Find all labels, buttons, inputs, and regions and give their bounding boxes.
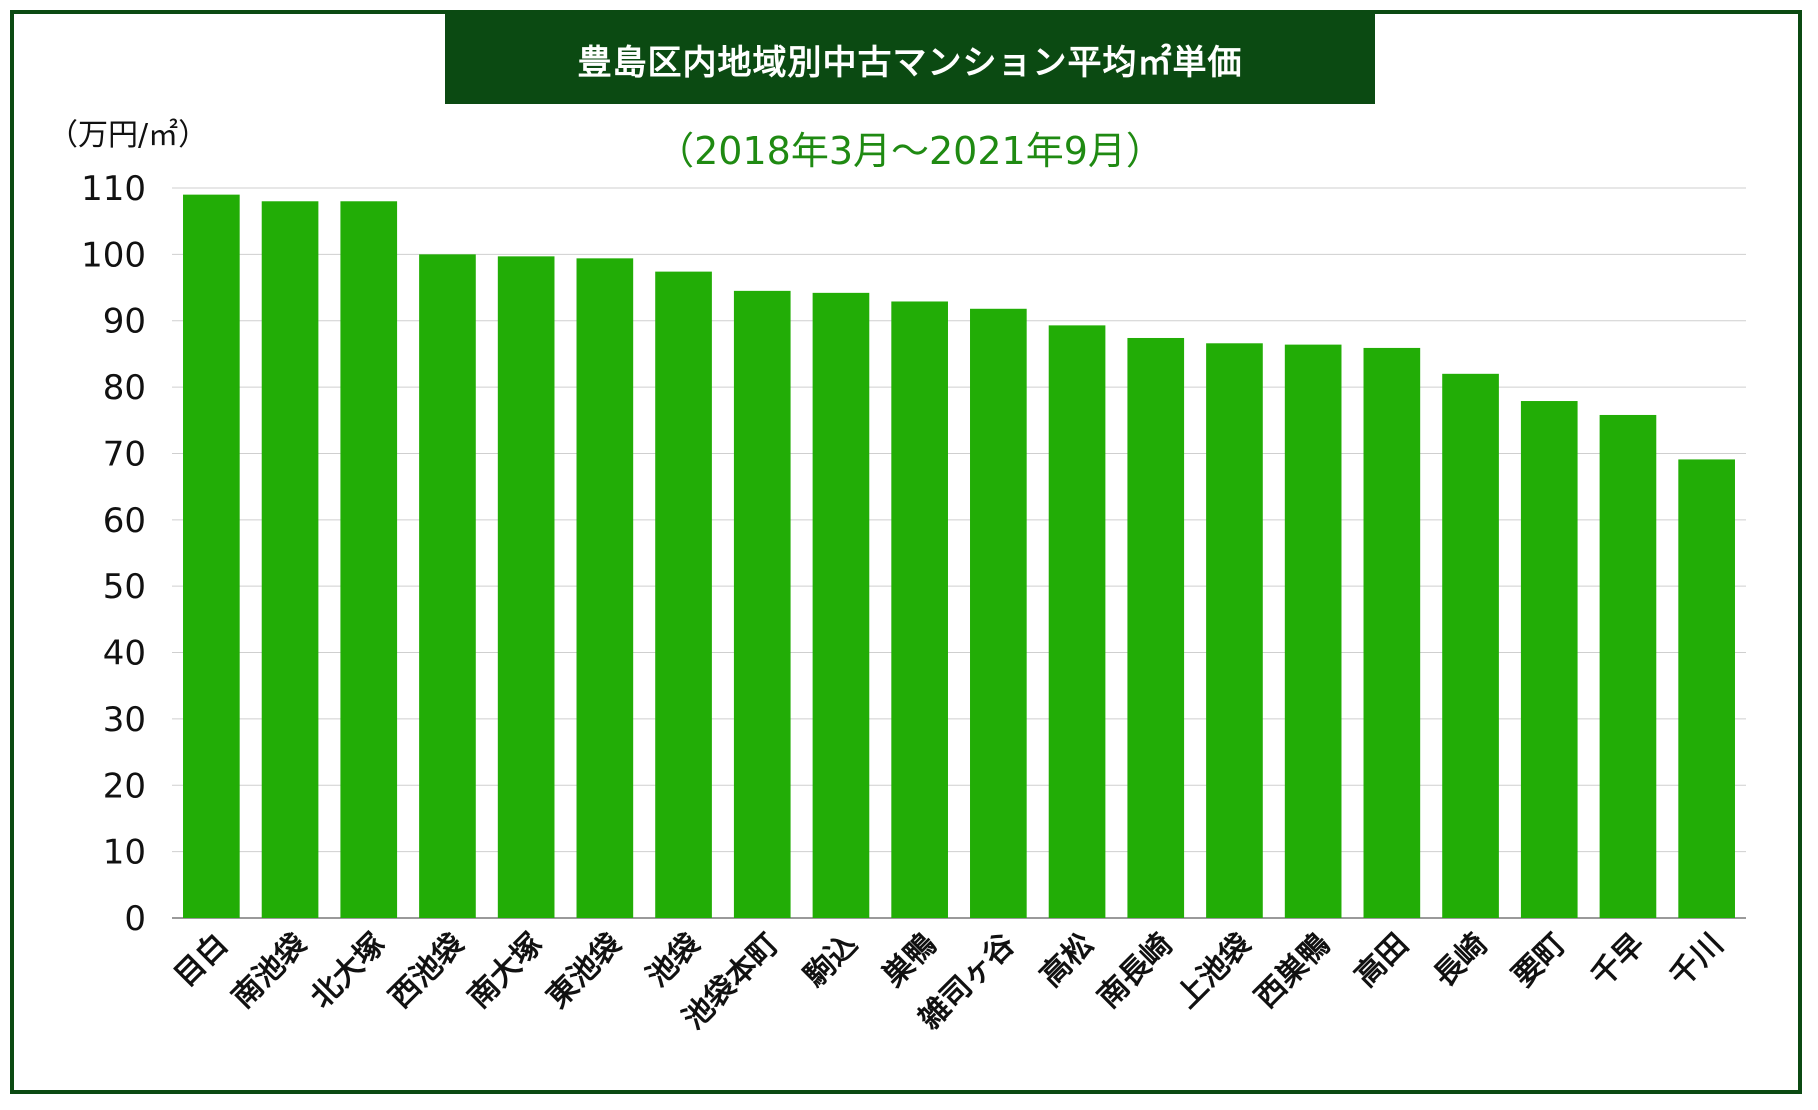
y-tick-label: 40 (103, 634, 146, 674)
bar-14 (1206, 343, 1263, 919)
bar-10 (891, 301, 948, 918)
bar-13 (1127, 337, 1185, 918)
y-tick-label: 10 (103, 833, 146, 873)
y-tick-label: 20 (103, 766, 146, 806)
x-tick-label: 南長崎 (1091, 927, 1179, 1015)
bar-2 (261, 201, 319, 919)
bars (183, 194, 1735, 919)
bar-16 (1363, 347, 1421, 918)
x-tick-label: 駒込 (797, 927, 864, 994)
bar-5 (497, 256, 555, 918)
x-tick-label: 高松 (1034, 927, 1101, 994)
y-axis-unit-label: （万円/㎡） (48, 118, 209, 153)
x-tick-label: 高田 (1348, 927, 1415, 994)
x-tick-label: 巣鴨 (876, 927, 943, 994)
x-tick-label: 目白 (168, 927, 235, 994)
y-tick-label: 110 (81, 169, 146, 209)
x-tick-label: 上池袋 (1170, 927, 1258, 1015)
bar-8 (733, 290, 791, 918)
y-tick-label: 50 (103, 567, 146, 607)
y-tick-label: 90 (103, 302, 146, 342)
x-tick-label: 長崎 (1427, 927, 1494, 994)
y-tick-label: 30 (103, 700, 146, 740)
x-tick-label: 千川 (1663, 927, 1730, 994)
chart-title: 豊島区内地域別中古マンション平均㎡単価 (577, 42, 1243, 83)
bar-12 (1048, 325, 1106, 918)
chart-title-box: 豊島区内地域別中古マンション平均㎡単価 (445, 14, 1375, 104)
y-tick-labels: 0 10 20 30 40 50 60 70 80 90 100 110 (81, 169, 146, 939)
bar-3 (340, 201, 398, 919)
y-tick-label: 100 (81, 235, 146, 275)
bar-11 (970, 308, 1027, 918)
x-tick-label: 池袋 (640, 927, 707, 994)
bar-1 (183, 194, 240, 919)
y-tick-label: 70 (103, 434, 146, 474)
x-tick-label: 千早 (1584, 927, 1651, 994)
bar-15 (1284, 344, 1342, 919)
x-tick-label: 要町 (1506, 927, 1573, 994)
bar-4 (419, 254, 476, 918)
bar-6 (576, 258, 634, 918)
y-tick-label: 60 (103, 501, 146, 541)
y-tick-label: 80 (103, 368, 146, 408)
bar-9 (812, 292, 870, 918)
x-tick-label: 西巣鴨 (1248, 927, 1336, 1015)
bar-19 (1599, 414, 1657, 918)
chart-subtitle: （2018年3月〜2021年9月） (656, 129, 1164, 173)
x-tick-label: 北大塚 (304, 927, 392, 1015)
x-tick-label: 南池袋 (225, 927, 313, 1015)
bar-18 (1520, 401, 1578, 918)
y-tick-label: 0 (124, 899, 146, 939)
bar-17 (1442, 373, 1499, 918)
x-tick-label: 東池袋 (540, 927, 628, 1015)
x-tick-label: 西池袋 (383, 927, 471, 1015)
bar-20 (1678, 459, 1735, 918)
grid-lines (172, 187, 1746, 919)
x-tick-label: 南大塚 (461, 927, 549, 1015)
bar-7 (655, 271, 712, 919)
